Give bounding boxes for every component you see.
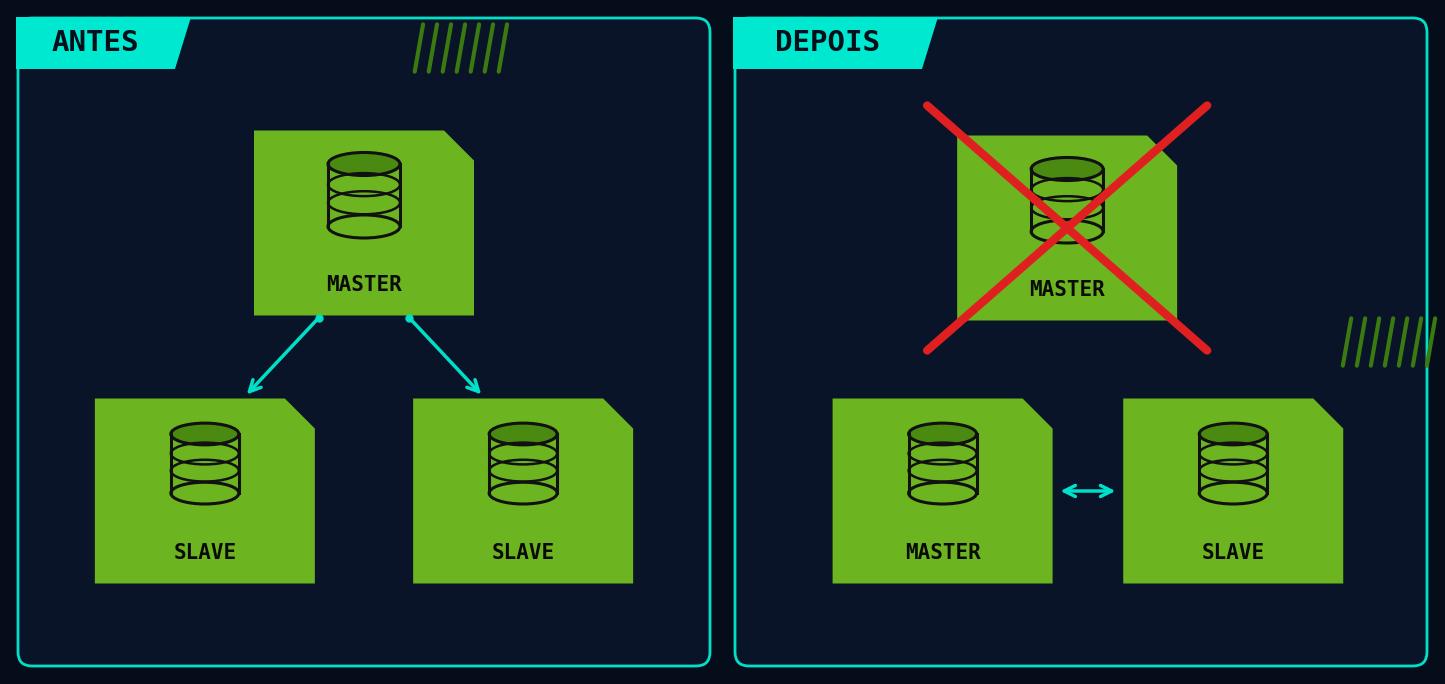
Polygon shape: [413, 399, 633, 583]
Ellipse shape: [909, 482, 977, 504]
Bar: [1199, 434, 1267, 493]
Ellipse shape: [328, 215, 400, 238]
Bar: [490, 434, 558, 493]
Bar: [328, 164, 400, 226]
Polygon shape: [254, 131, 474, 315]
Ellipse shape: [909, 423, 977, 445]
FancyBboxPatch shape: [17, 18, 709, 666]
FancyBboxPatch shape: [736, 18, 1428, 666]
Ellipse shape: [1032, 157, 1103, 181]
Bar: [909, 434, 977, 493]
Ellipse shape: [1032, 220, 1103, 243]
Polygon shape: [1123, 399, 1344, 583]
Text: MASTER: MASTER: [905, 543, 981, 563]
Bar: [171, 434, 238, 493]
Text: SLAVE: SLAVE: [173, 543, 237, 563]
Ellipse shape: [1199, 482, 1267, 504]
Text: MASTER: MASTER: [327, 275, 402, 295]
Ellipse shape: [1199, 423, 1267, 445]
Ellipse shape: [171, 423, 238, 445]
Polygon shape: [957, 135, 1178, 321]
Text: SLAVE: SLAVE: [1202, 543, 1264, 563]
Polygon shape: [95, 399, 315, 583]
Polygon shape: [832, 399, 1052, 583]
Bar: [1032, 169, 1103, 231]
Text: ANTES: ANTES: [52, 29, 139, 57]
Text: SLAVE: SLAVE: [491, 543, 555, 563]
Polygon shape: [733, 17, 938, 69]
Ellipse shape: [328, 153, 400, 176]
Text: MASTER: MASTER: [1029, 280, 1105, 300]
Ellipse shape: [490, 482, 558, 504]
Text: DEPOIS: DEPOIS: [775, 29, 880, 57]
Polygon shape: [16, 17, 191, 69]
Ellipse shape: [171, 482, 238, 504]
Ellipse shape: [490, 423, 558, 445]
